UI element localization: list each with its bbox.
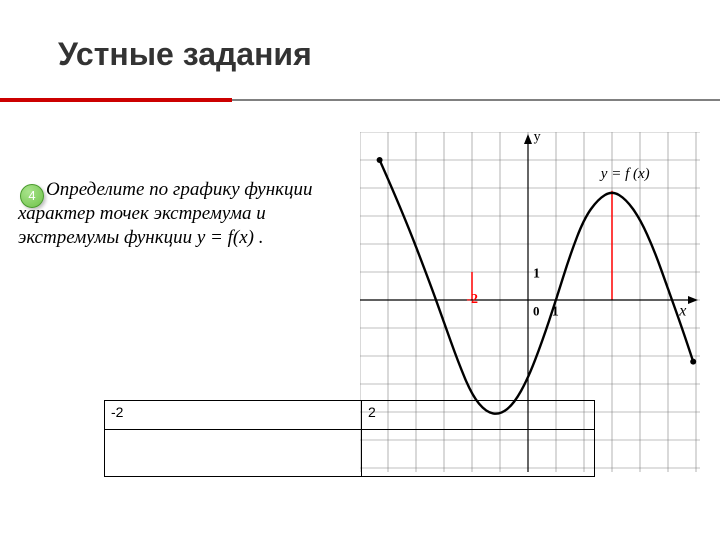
svg-text:1: 1 (552, 304, 559, 319)
svg-text:y: y (534, 132, 541, 144)
svg-text:-2: -2 (466, 292, 478, 307)
svg-text:1: 1 (533, 267, 540, 282)
page-title: Устные задания (58, 36, 312, 73)
svg-text:x: x (678, 302, 686, 319)
svg-text:y = f (x): y = f (x) (599, 166, 650, 182)
svg-text:0: 0 (533, 303, 540, 318)
title-underline-accent (0, 98, 232, 102)
task-text: Определите по графику функции характер т… (18, 178, 348, 249)
title-underline-rest (232, 99, 720, 101)
table-cell: 2 (362, 401, 595, 430)
answer-table: -2 2 (104, 400, 595, 477)
table-cell (362, 430, 595, 477)
table-cell (105, 430, 362, 477)
title-underline (0, 98, 720, 102)
table-cell: -2 (105, 401, 362, 430)
